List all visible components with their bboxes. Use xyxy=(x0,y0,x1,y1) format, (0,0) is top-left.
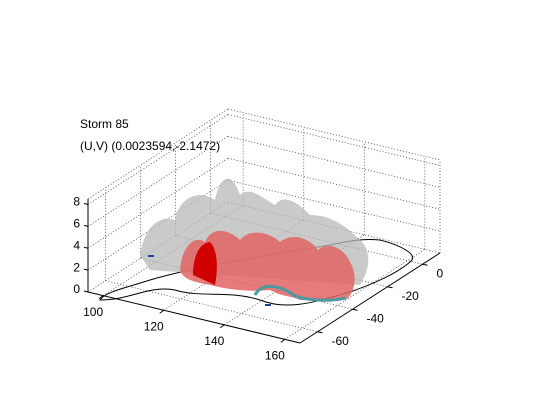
grid-line xyxy=(227,135,441,188)
x-tick-label: 140 xyxy=(204,334,224,348)
y-tick xyxy=(422,263,428,266)
grid-line xyxy=(87,179,229,271)
x-axis xyxy=(87,291,301,344)
z-tick xyxy=(83,268,89,271)
z-tick-label: 8 xyxy=(73,195,80,209)
x-tick xyxy=(159,309,165,314)
y-axis xyxy=(299,252,441,344)
y-tick-label: -40 xyxy=(367,311,385,325)
x-tick xyxy=(219,324,225,329)
surface-base xyxy=(253,285,346,302)
grid-line xyxy=(87,157,229,249)
z-tick-label: 2 xyxy=(73,260,80,274)
y-tick-label: -20 xyxy=(402,289,420,303)
y-tick-label: -60 xyxy=(332,334,350,348)
x-tick xyxy=(280,338,286,343)
chart-subtitle: (U,V) (0.0023594,-2.1472) xyxy=(80,139,220,153)
surface-base xyxy=(148,255,271,306)
grid-line xyxy=(87,136,229,227)
x-tick-label: 100 xyxy=(83,305,103,319)
grid-line xyxy=(227,157,441,210)
x-tick xyxy=(98,295,104,300)
grid-line xyxy=(227,114,441,166)
y-tick xyxy=(317,331,323,334)
axes-layer: 100 120 140 160 -60 -40 -20 0 0 2 4 6 8 xyxy=(73,195,443,363)
y-tick xyxy=(352,308,358,311)
z-tick-label: 0 xyxy=(73,282,80,296)
z-tick xyxy=(83,246,89,249)
grid-line xyxy=(105,280,318,333)
z-tick xyxy=(83,224,89,227)
surface-red xyxy=(180,230,355,300)
x-tick-label: 120 xyxy=(144,319,164,333)
chart-title: Storm 85 xyxy=(80,117,129,131)
z-tick-label: 6 xyxy=(73,217,80,231)
y-tick-label: 0 xyxy=(437,266,444,280)
x-tick-label: 160 xyxy=(265,349,285,363)
grid-line xyxy=(87,114,229,205)
box-edge xyxy=(87,108,229,200)
grid-line xyxy=(227,179,441,232)
box-edge xyxy=(227,108,441,161)
surface-core xyxy=(193,242,217,285)
z-tick xyxy=(83,290,89,293)
z-tick-label: 4 xyxy=(73,238,80,252)
isosurface xyxy=(99,178,413,306)
z-tick xyxy=(83,202,89,205)
grid-line xyxy=(284,249,426,340)
y-tick xyxy=(387,286,393,289)
